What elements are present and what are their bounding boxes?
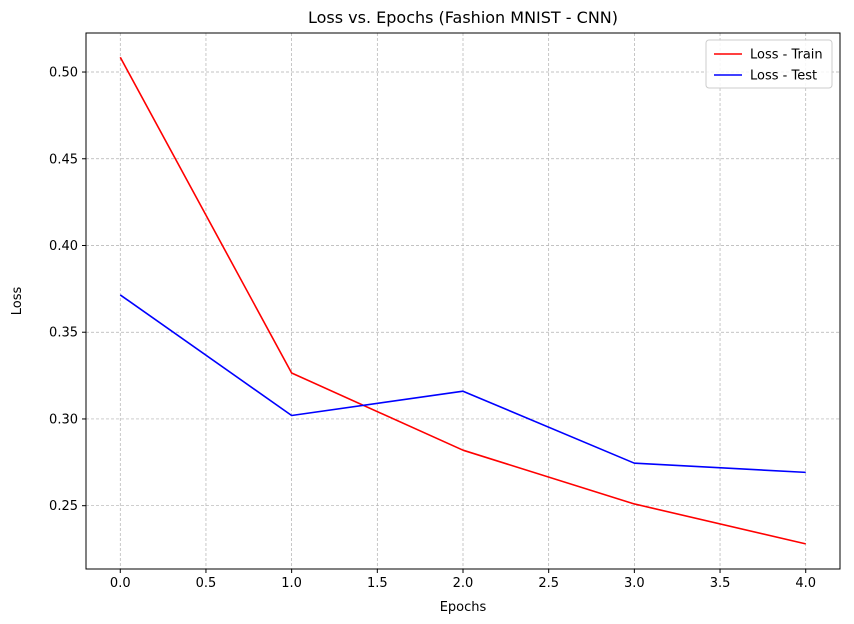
x-tick-label: 4.0	[795, 576, 816, 591]
legend: Loss - Train Loss - Test	[705, 39, 833, 89]
chart-title: Loss vs. Epochs (Fashion MNIST - CNN)	[308, 8, 618, 27]
x-tick-label: 0.0	[110, 576, 131, 591]
y-tick-label: 0.45	[49, 152, 78, 167]
grid	[86, 33, 840, 569]
series-layer	[119, 56, 806, 545]
y-axis-ticks: 0.25 0.30 0.35 0.40 0.45 0.50	[49, 66, 86, 514]
series-line-test	[119, 294, 806, 474]
legend-entry: Loss - Train	[750, 48, 823, 63]
x-tick-label: 1.0	[281, 576, 302, 591]
series-line-train	[119, 56, 806, 545]
x-tick-label: 1.5	[367, 576, 388, 591]
y-axis-label: Loss	[10, 287, 25, 316]
x-tick-label: 3.0	[624, 576, 645, 591]
legend-entry: Loss - Test	[750, 69, 817, 84]
x-tick-label: 0.5	[196, 576, 217, 591]
x-tick-label: 3.5	[710, 576, 731, 591]
y-tick-label: 0.40	[49, 239, 78, 254]
y-tick-label: 0.25	[49, 499, 78, 514]
y-tick-label: 0.35	[49, 326, 78, 341]
x-tick-label: 2.0	[453, 576, 474, 591]
x-tick-label: 2.5	[538, 576, 559, 591]
legend-box	[705, 39, 833, 89]
y-tick-label: 0.50	[49, 66, 78, 81]
y-tick-label: 0.30	[49, 412, 78, 427]
x-axis-label: Epochs	[440, 600, 487, 615]
x-axis-ticks: 0.0 0.5 1.0 1.5 2.0 2.5 3.0 3.5 4.0	[110, 569, 816, 591]
